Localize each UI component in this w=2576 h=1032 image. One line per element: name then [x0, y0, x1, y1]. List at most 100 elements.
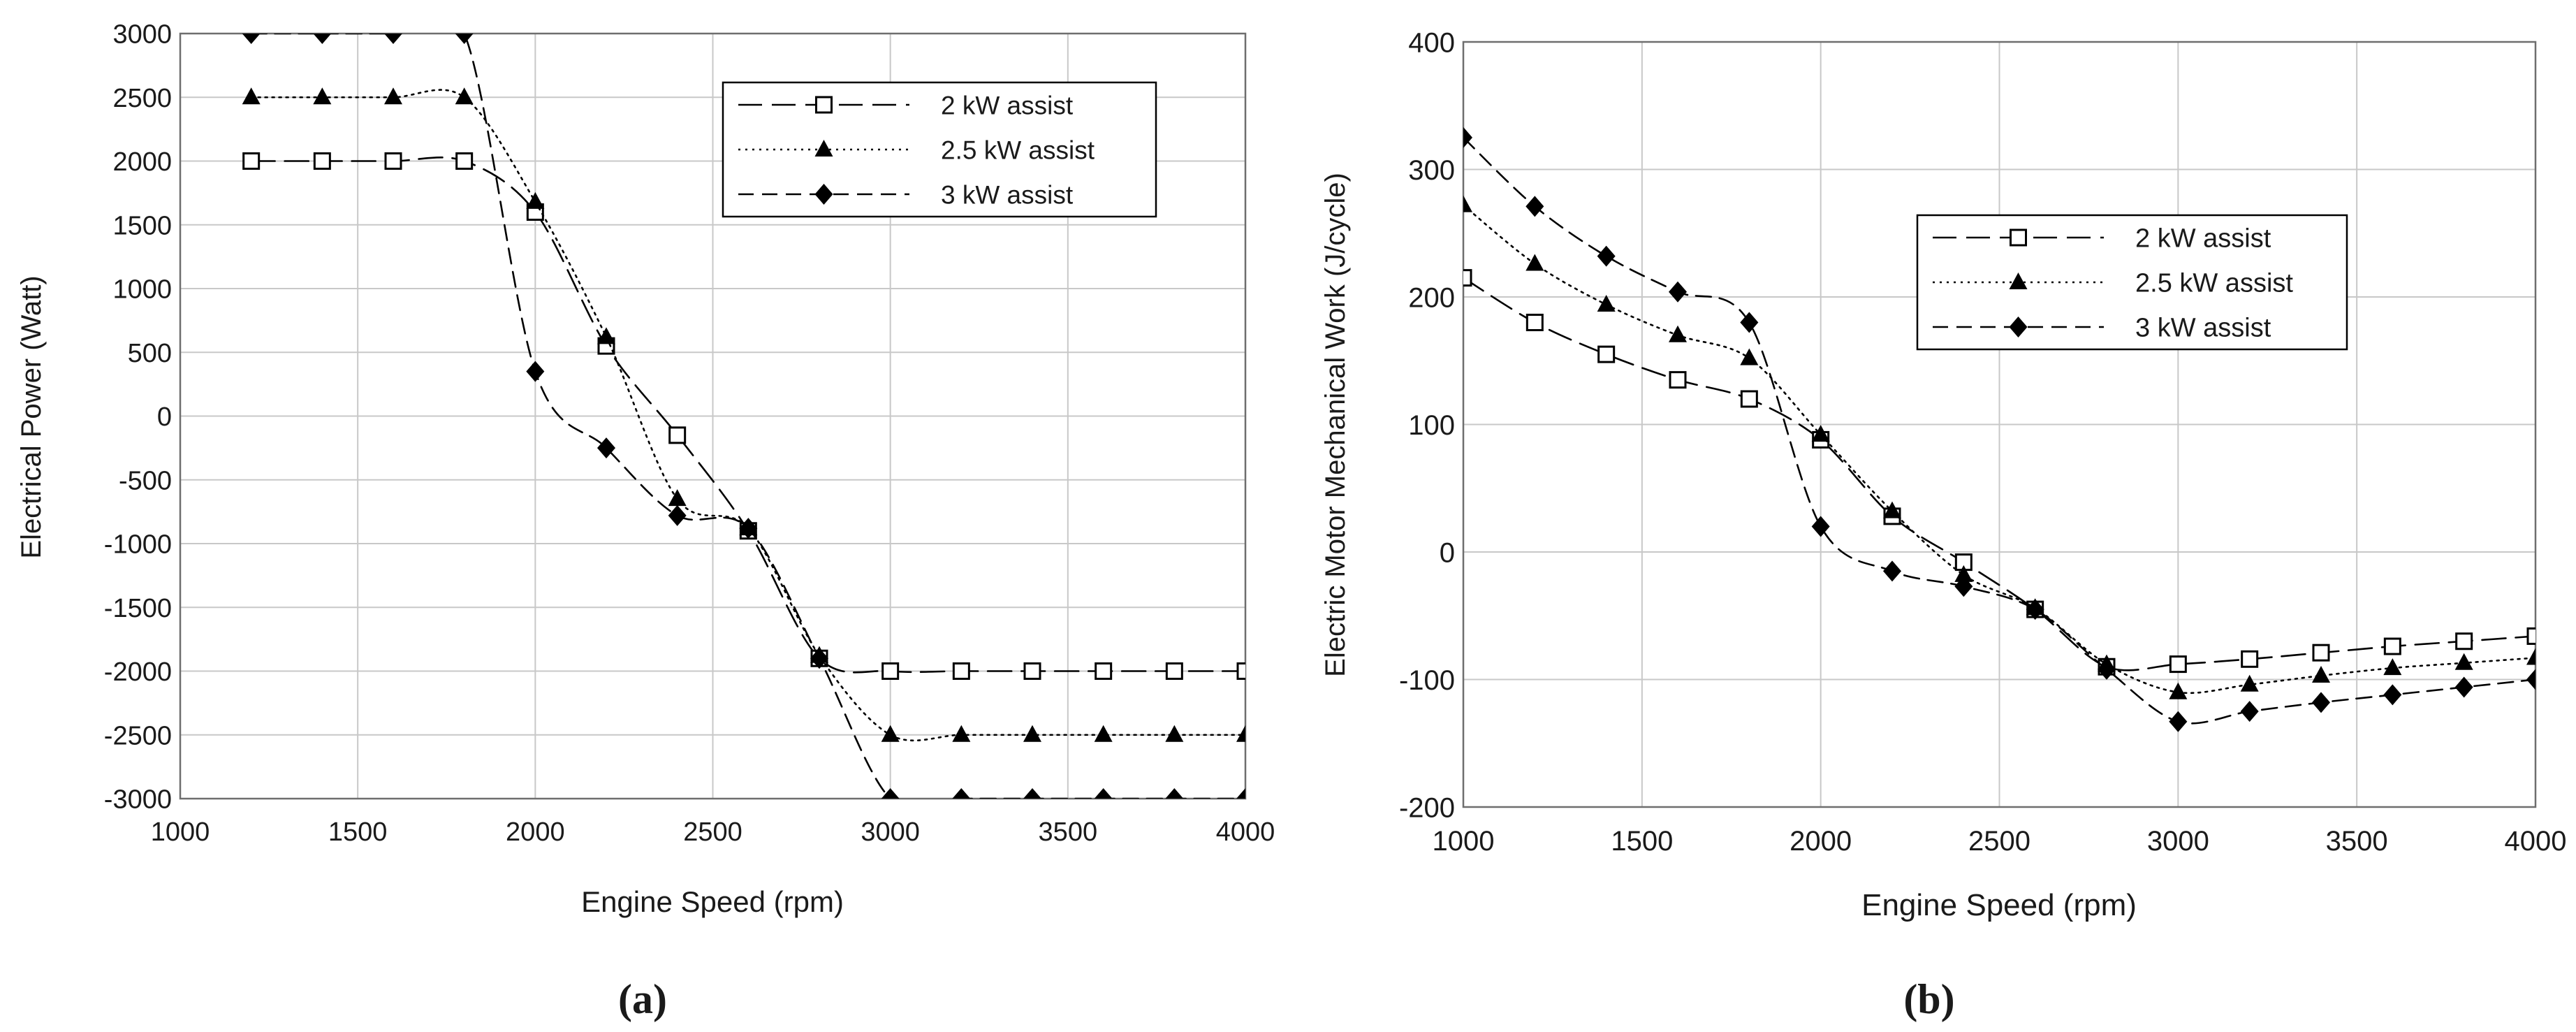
data-point [1669, 371, 1687, 389]
y-tick-label: -100 [1399, 665, 1455, 696]
data-point [242, 34, 261, 44]
legend-item: 3 kW assist [1933, 314, 2271, 343]
panel-label: (a) [618, 976, 667, 1022]
legend-marker [2009, 272, 2028, 289]
x-axis-label: Engine Speed (rpm) [581, 885, 844, 918]
y-tick-label: 2500 [112, 84, 172, 113]
data-point [881, 725, 900, 742]
y-tick-label: 400 [1408, 27, 1455, 58]
legend-item: 2 kW assist [738, 91, 1074, 119]
data-point [668, 489, 687, 507]
data-point [2098, 658, 2116, 680]
y-tick-label: -2000 [104, 657, 172, 687]
y-tick-label: 500 [128, 339, 172, 368]
data-point [1463, 269, 1472, 287]
y-axis-label: Electric Motor Mechanical Work (J/cycle) [1320, 173, 1351, 677]
x-tick-label: 2500 [683, 817, 742, 847]
y-tick-label: -2500 [104, 721, 172, 750]
x-tick-labels: 1000 1500 2000 2500 3000 3500 4000 [1433, 826, 2567, 857]
x-axis-label: Engine Speed (rpm) [1861, 888, 2137, 922]
x-tick-label: 1000 [151, 817, 210, 847]
data-point [1740, 348, 1759, 365]
data-point [455, 34, 474, 44]
data-point [810, 648, 828, 669]
data-point [1023, 725, 1041, 742]
data-point [455, 87, 474, 105]
data-point [2526, 627, 2535, 645]
y-tick-label: 200 [1408, 282, 1455, 313]
series-line [250, 89, 1245, 742]
data-point [2312, 666, 2330, 683]
data-point [1669, 281, 1687, 303]
data-point [2169, 682, 2188, 699]
data-point [1954, 565, 1973, 582]
y-tick-label: -3000 [104, 785, 172, 815]
data-point [1811, 425, 1830, 442]
data-point [1525, 254, 1544, 271]
data-point [881, 788, 900, 799]
grid-lines [1463, 41, 2536, 808]
data-point [1463, 195, 1472, 212]
y-tick-label: 1000 [112, 275, 172, 305]
y-tick-label: -1500 [104, 594, 172, 623]
legend-label: 2 kW assist [941, 91, 1074, 119]
x-tick-label: 1000 [1433, 826, 1495, 857]
data-point [2526, 669, 2535, 690]
data-point [1525, 196, 1544, 217]
legend-label: 2 kW assist [2135, 224, 2271, 254]
data-point [313, 87, 332, 105]
x-tick-label: 3500 [2326, 826, 2388, 857]
legend-item: 2.5 kW assist [738, 136, 1095, 164]
data-point [2383, 637, 2401, 655]
data-point [1023, 788, 1041, 799]
data-point [2383, 684, 2402, 706]
plot-area [179, 32, 1247, 800]
y-tick-label: -200 [1399, 792, 1455, 823]
x-tick-label: 2500 [1968, 826, 2030, 857]
data-point [1525, 314, 1544, 331]
y-tick-labels: 3000 2500 2000 1500 1000 500 0 -500 -1000 -1500 -2… [104, 20, 172, 815]
legend-marker [814, 184, 833, 205]
data-point [242, 87, 261, 105]
plot-area [1462, 41, 2537, 808]
series-line [1463, 277, 2535, 671]
series-line [1463, 136, 2535, 725]
legend-label: 2.5 kW assist [941, 136, 1095, 164]
data-point [242, 152, 261, 170]
y-tick-label: 300 [1408, 155, 1455, 186]
data-point [668, 426, 687, 444]
data-point [1954, 576, 1973, 597]
series-layer [1463, 126, 2535, 732]
data-point [1740, 390, 1758, 408]
data-point [2454, 676, 2473, 698]
data-point [2026, 599, 2044, 620]
series-3-kw-assist [1463, 126, 2535, 732]
data-point [1740, 312, 1759, 333]
data-point [1236, 662, 1245, 680]
data-point [2169, 711, 2188, 732]
data-point [1463, 126, 1472, 148]
data-point [1669, 325, 1687, 342]
data-point [526, 361, 545, 382]
x-tick-label: 3000 [861, 817, 920, 847]
data-point [952, 725, 971, 742]
legend-label: 2.5 kW assist [2135, 269, 2293, 298]
x-tick-label: 3000 [2147, 826, 2209, 857]
x-tick-label: 2000 [1790, 826, 1852, 857]
data-point [1165, 725, 1184, 742]
data-point [1236, 788, 1245, 799]
data-point [2240, 701, 2259, 722]
data-point [1597, 294, 1616, 312]
series-2-kw-assist [1463, 269, 2535, 676]
y-tick-label: -1000 [104, 530, 172, 560]
data-point [739, 518, 758, 539]
y-tick-label: 100 [1408, 410, 1455, 441]
data-point [1883, 560, 1901, 582]
y-tick-label: 1500 [112, 211, 172, 240]
data-point [1165, 662, 1183, 680]
series-layer [242, 34, 1245, 799]
legend-marker [2009, 317, 2028, 337]
x-tick-label: 1500 [1611, 826, 1673, 857]
legend-marker [814, 140, 833, 157]
legend-marker [815, 96, 833, 114]
